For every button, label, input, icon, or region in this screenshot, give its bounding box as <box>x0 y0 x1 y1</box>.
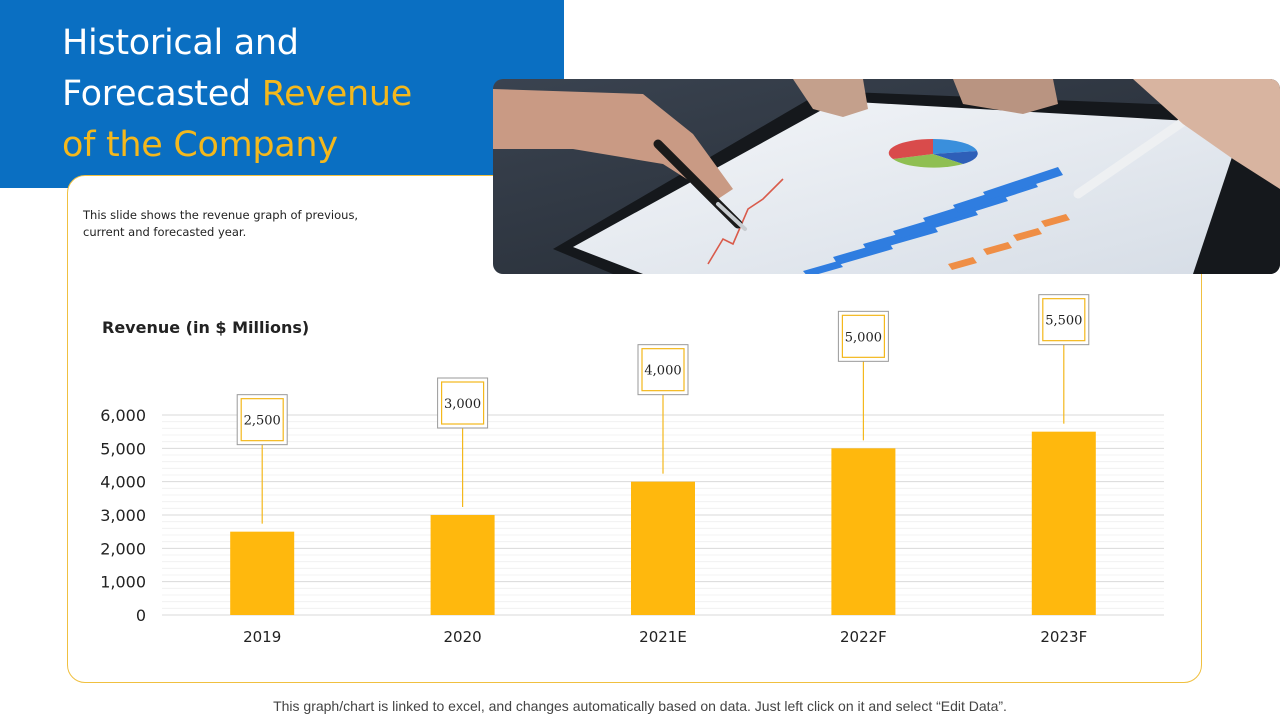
bar <box>1031 431 1096 615</box>
title-line-2-plain: Forecasted <box>62 74 262 114</box>
x-tick-label: 2020 <box>444 628 482 646</box>
y-tick-label: 1,000 <box>100 573 146 592</box>
data-label: 2,500 <box>244 414 281 429</box>
title-line-3-accent: of the Company <box>62 125 338 165</box>
callout-inner-box <box>441 381 485 425</box>
data-label: 5,000 <box>845 330 882 345</box>
callout-inner-box <box>240 398 284 442</box>
y-tick-label: 5,000 <box>100 439 146 458</box>
y-tick-label: 2,000 <box>100 539 146 558</box>
y-tick-label: 4,000 <box>100 473 146 492</box>
chart-bars <box>230 431 1096 615</box>
bar <box>230 531 295 615</box>
callout-inner-box <box>1042 298 1086 342</box>
title-line-1: Historical and <box>62 23 299 63</box>
title-line-2-accent: Revenue <box>261 74 413 114</box>
chart-title: Revenue (in $ Millions) <box>102 318 309 337</box>
data-label: 5,500 <box>1045 314 1082 329</box>
bar <box>430 515 495 615</box>
title-block <box>0 0 564 188</box>
business-chart-photo <box>493 79 1280 274</box>
data-label: 3,000 <box>444 397 481 412</box>
photo-illustration <box>493 79 1280 274</box>
y-axis-ticks: 0 1,000 2,000 3,000 4,000 5,000 6,000 <box>100 406 146 625</box>
photo-pie-icon <box>888 138 978 168</box>
slide-description: This slide shows the revenue graph of pr… <box>83 208 359 239</box>
x-tick-label: 2021E <box>639 628 687 646</box>
value-callouts: 2,500 3,000 4,000 5,000 5,500 <box>236 294 1090 524</box>
bar <box>831 448 896 615</box>
x-tick-label: 2019 <box>243 628 281 646</box>
callout-inner-box <box>841 314 886 358</box>
slide-title: Historical and Forecasted Revenue of the… <box>62 18 482 171</box>
x-tick-label: 2023F <box>1040 628 1087 646</box>
footer-note: This graph/chart is linked to excel, and… <box>273 698 1007 714</box>
data-label: 4,000 <box>644 364 681 379</box>
y-tick-label: 6,000 <box>100 406 146 425</box>
bar <box>631 481 695 615</box>
y-tick-label: 0 <box>136 606 146 625</box>
callout-inner-box <box>641 348 685 392</box>
y-tick-label: 3,000 <box>100 506 146 525</box>
x-axis-ticks: 2019 2020 2021E 2022F 2023F <box>243 628 1087 646</box>
x-tick-label: 2022F <box>840 628 887 646</box>
